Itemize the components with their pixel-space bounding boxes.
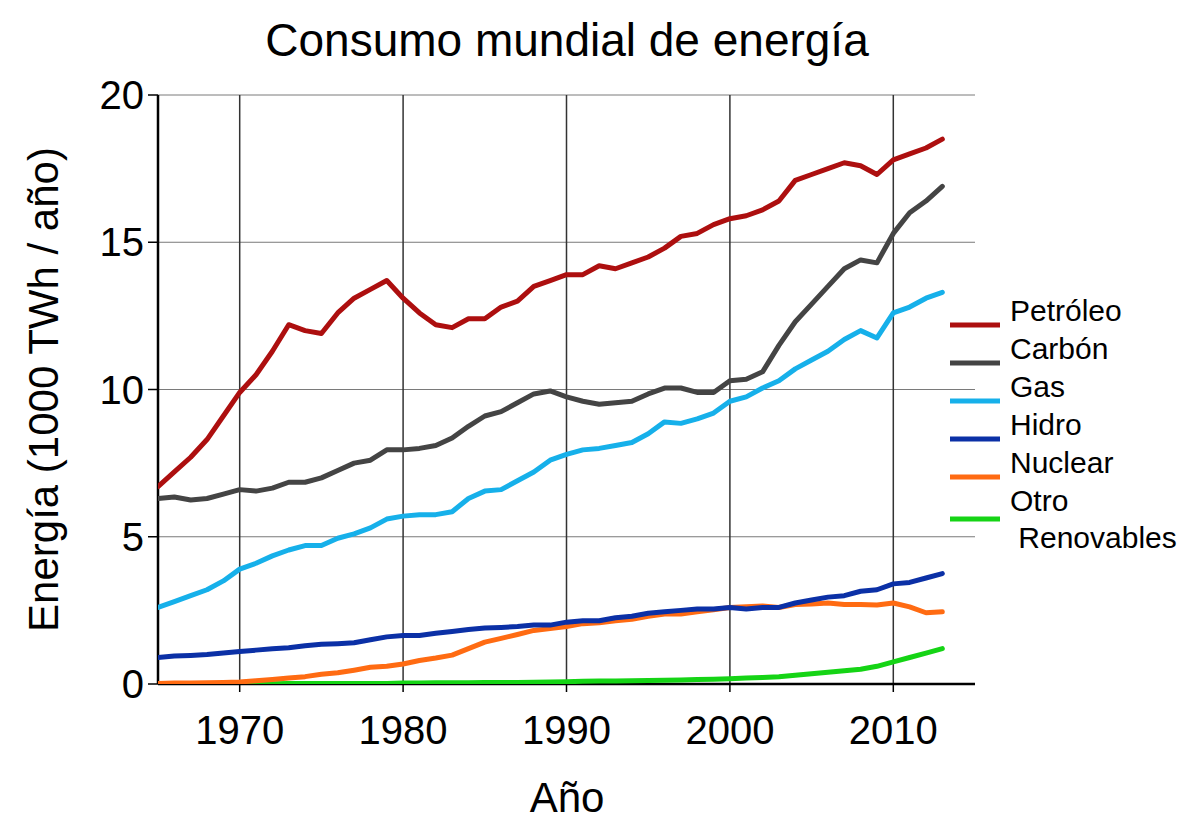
x-tick-label: 2000 xyxy=(685,708,774,752)
legend-swatch xyxy=(950,475,1000,480)
y-tick-label: 10 xyxy=(100,368,145,412)
x-grid-line xyxy=(893,95,895,684)
legend-label: Carbón xyxy=(1010,332,1108,365)
y-tick xyxy=(148,242,158,244)
x-tick-label: 2010 xyxy=(849,708,938,752)
legend-swatch xyxy=(950,399,1000,404)
legend-swatch xyxy=(950,517,1000,522)
series-line xyxy=(158,603,942,683)
y-axis xyxy=(157,95,160,684)
y-tick xyxy=(148,683,158,685)
y-tick-label: 0 xyxy=(122,662,144,706)
y-tick-label: 15 xyxy=(100,220,145,264)
y-tick xyxy=(148,536,158,538)
plot-area xyxy=(158,139,942,684)
title: Consumo mundial de energía xyxy=(265,14,869,66)
y-axis-label: Energía (1000 TWh / año) xyxy=(20,147,67,632)
y-tick-label: 20 xyxy=(100,73,145,117)
legend-label: Petróleo xyxy=(1010,294,1122,327)
legend: Petróleo Carbón Gas Hidro Nuclear Otro Renova… xyxy=(950,294,1177,554)
chart: Consumo mundial de energía 0 5 10 15 20 1970 19… xyxy=(0,0,1200,832)
legend-swatch xyxy=(950,361,1000,366)
series-line xyxy=(158,574,942,658)
series-line xyxy=(158,292,942,607)
legend-label: Otro Renovables xyxy=(1010,484,1177,554)
y-tick xyxy=(148,94,158,96)
y-tick-label: 5 xyxy=(122,515,144,559)
x-axis-label: Año xyxy=(530,774,605,821)
legend-label: Nuclear xyxy=(1010,446,1113,479)
legend-label: Hidro xyxy=(1010,408,1082,441)
grid xyxy=(158,95,975,684)
x-grid-line xyxy=(402,95,404,684)
x-tick-label: 1980 xyxy=(359,708,448,752)
legend-swatch xyxy=(950,323,1000,328)
x-grid-line xyxy=(729,95,731,684)
legend-swatch xyxy=(950,437,1000,442)
x-tick-label: 1990 xyxy=(522,708,611,752)
x-grid-line xyxy=(566,95,568,684)
y-tick xyxy=(148,389,158,391)
series-line xyxy=(158,139,942,487)
x-tick-label: 1970 xyxy=(195,708,284,752)
legend-label: Gas xyxy=(1010,370,1065,403)
